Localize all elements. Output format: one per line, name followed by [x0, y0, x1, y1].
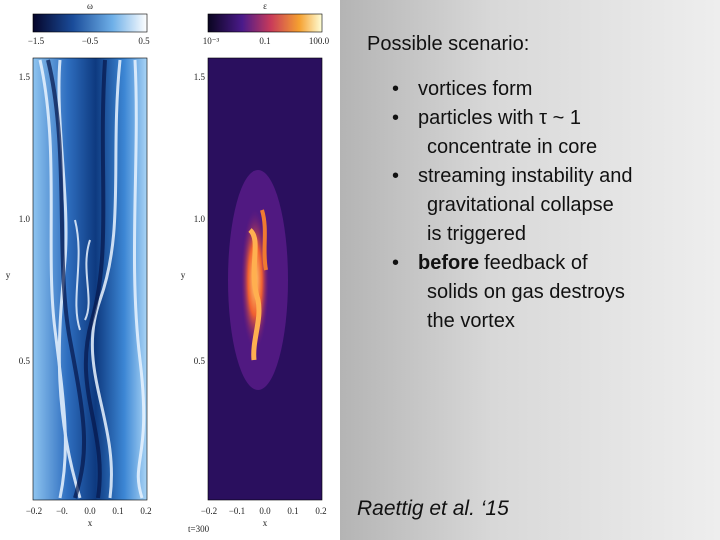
heading: Possible scenario:	[367, 33, 530, 55]
bullet-line: solids on gas destroys	[427, 281, 625, 303]
bullet-line: is triggered	[427, 223, 526, 245]
axis-label: x	[263, 518, 268, 528]
tick-label: −1.5	[28, 36, 45, 46]
tick-label: 0.0	[84, 506, 96, 516]
bullet-line: particles with τ ~ 1	[418, 107, 581, 129]
tick-label: 0.2	[315, 506, 326, 516]
tick-label: 100.0	[309, 36, 330, 46]
axis-label: y	[181, 270, 186, 280]
bullet-line: before feedback of	[418, 252, 588, 275]
text-area: Possible scenario: Raettig et al. ‘15 • v…	[340, 0, 720, 540]
tick-label: 0.1	[287, 506, 298, 516]
bullet-marker: •	[392, 165, 400, 187]
bullet-marker: •	[392, 78, 400, 100]
line-text: feedback of	[484, 252, 588, 274]
tick-label: 0.1	[259, 36, 270, 46]
bullet-line: gravitational collapse	[427, 194, 614, 216]
colorbar	[207, 13, 323, 33]
emphasis: before	[418, 252, 480, 274]
tick-label: 1.5	[19, 72, 31, 82]
citation: Raettig et al. ‘15	[357, 497, 509, 520]
colorbar-label: ω	[87, 1, 93, 11]
figure: ω ε −1.5 −0.5 0.5 1.5 1.0 0.5 y −0.2 −0. 0.0 0.1 0.…	[6, 1, 330, 534]
tick-label: 10⁻³	[203, 36, 220, 46]
tick-label: 1.5	[194, 72, 206, 82]
tick-label: 0.5	[138, 36, 150, 46]
tick-label: −0.2	[201, 506, 217, 516]
tick-label: −0.2	[26, 506, 42, 516]
tick-label: 0.1	[112, 506, 123, 516]
tick-label: −0.5	[82, 36, 99, 46]
tick-label: 0.5	[19, 356, 31, 366]
tick-label: 0.2	[140, 506, 151, 516]
bullet-line: the vortex	[427, 310, 515, 332]
bullet-line: vortices form	[418, 78, 533, 100]
bullet-marker: •	[392, 252, 400, 274]
colorbar-label: ε	[263, 1, 267, 11]
colorbar	[32, 13, 148, 33]
tick-label: −0.1	[229, 506, 245, 516]
time-label: t=300	[188, 524, 210, 534]
axis-label: y	[6, 270, 11, 280]
axis-label: x	[88, 518, 93, 528]
tick-label: −0.	[56, 506, 68, 516]
tick-label: 0.5	[194, 356, 206, 366]
bullet-marker: •	[392, 107, 400, 129]
bullet-line: streaming instability and	[418, 165, 633, 187]
tick-label: 0.0	[259, 506, 271, 516]
bullet-line: concentrate in core	[427, 136, 598, 158]
streaks	[38, 59, 146, 499]
tick-label: 1.0	[19, 214, 31, 224]
tick-label: 1.0	[194, 214, 206, 224]
